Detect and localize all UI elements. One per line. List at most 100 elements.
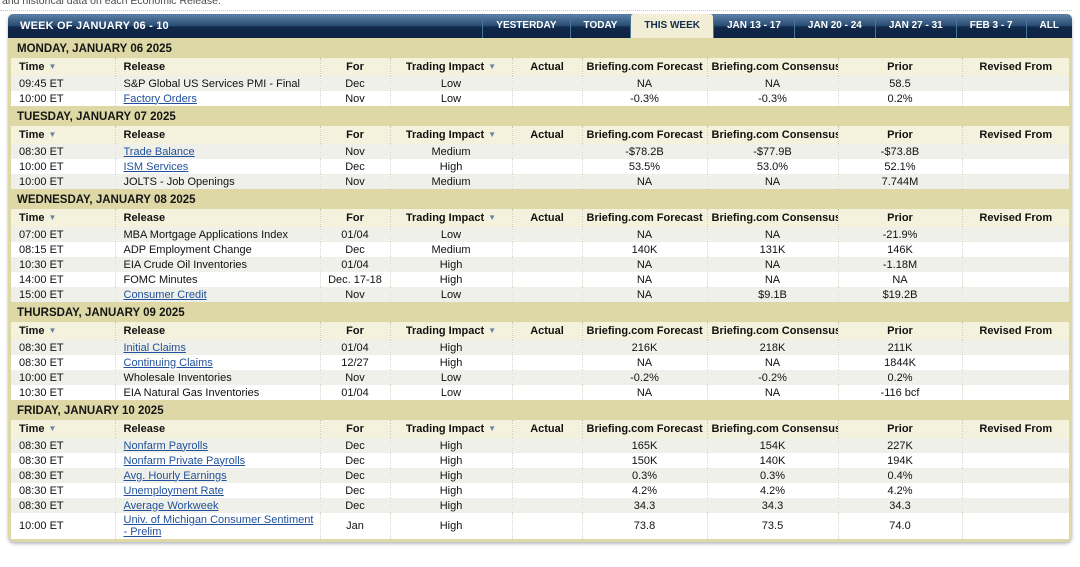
release-link[interactable]: Nonfarm Payrolls xyxy=(123,439,208,452)
cell-impact: Low xyxy=(389,287,512,302)
col-header-briefing-com-forecast: Briefing.com Forecast xyxy=(581,58,707,76)
cell-release: Factory Orders xyxy=(114,91,320,106)
sort-down-icon: ▼ xyxy=(488,130,497,139)
cell-actual xyxy=(511,76,582,91)
sort-down-icon: ▼ xyxy=(48,62,57,71)
release-link[interactable]: Nonfarm Private Payrolls xyxy=(123,454,246,467)
cell-release: Univ. of Michigan Consumer Sentiment - P… xyxy=(114,513,320,539)
col-header-trading-impact[interactable]: Trading Impact ▼ xyxy=(389,322,512,340)
cell-prior: 52.1% xyxy=(837,159,962,174)
release-link[interactable]: Trade Balance xyxy=(123,145,195,158)
col-header-trading-impact[interactable]: Trading Impact ▼ xyxy=(389,209,512,227)
col-header-trading-impact[interactable]: Trading Impact ▼ xyxy=(389,58,512,76)
release-row: 08:15 ET ADP Employment Change Dec Medium 14… xyxy=(11,242,1069,257)
release-link[interactable]: Unemployment Rate xyxy=(123,484,224,497)
cell-release: Avg. Hourly Earnings xyxy=(114,468,320,483)
releases-table: Time ▼ Release For Trading Impact ▼ Actual Brie… xyxy=(11,58,1069,106)
cell-impact: High xyxy=(389,272,512,287)
cell-impact: Medium xyxy=(389,242,512,257)
cell-prior: 211K xyxy=(837,340,962,355)
cell-consensus: 154K xyxy=(706,438,838,453)
release-link[interactable]: ISM Services xyxy=(123,160,189,173)
cell-for-period: 01/04 xyxy=(319,227,390,242)
cell-impact: High xyxy=(389,438,512,453)
cell-consensus: -$77.9B xyxy=(706,144,838,159)
cell-actual xyxy=(511,370,582,385)
cell-impact: Low xyxy=(389,385,512,400)
release-link[interactable]: Initial Claims xyxy=(123,341,186,354)
cropped-intro-text: and historical data on each Economic Rel… xyxy=(0,0,1080,6)
cell-release: Initial Claims xyxy=(114,340,320,355)
cell-forecast: NA xyxy=(581,355,707,370)
col-header-time[interactable]: Time ▼ xyxy=(11,322,115,340)
cell-for-period: Nov xyxy=(319,91,390,106)
cell-release: ADP Employment Change xyxy=(114,242,320,257)
cell-for-period: 01/04 xyxy=(319,385,390,400)
col-header-for: For xyxy=(319,58,390,76)
cell-prior: 0.2% xyxy=(837,91,962,106)
cell-consensus: 218K xyxy=(706,340,838,355)
col-header-briefing-com-consensus: Briefing.com Consensus xyxy=(706,420,838,438)
tab-all[interactable]: ALL xyxy=(1025,14,1072,38)
cell-release: EIA Crude Oil Inventories xyxy=(114,257,320,272)
tab-yesterday[interactable]: YESTERDAY xyxy=(482,14,569,38)
release-row: 10:30 ET EIA Crude Oil Inventories 01/04 Hi… xyxy=(11,257,1069,272)
cell-prior: 146K xyxy=(837,242,962,257)
cell-forecast: NA xyxy=(581,272,707,287)
cell-forecast: -0.2% xyxy=(581,370,707,385)
day-sections: MONDAY, JANUARY 06 2025 Time ▼ Release For T… xyxy=(8,38,1072,539)
col-header-time[interactable]: Time ▼ xyxy=(11,209,115,227)
tab-jan-27-31[interactable]: JAN 27 - 31 xyxy=(874,14,956,38)
cell-release: Continuing Claims xyxy=(114,355,320,370)
col-header-trading-impact[interactable]: Trading Impact ▼ xyxy=(389,420,512,438)
cell-consensus: 140K xyxy=(706,453,838,468)
cell-forecast: NA xyxy=(581,257,707,272)
cell-actual xyxy=(511,340,582,355)
cell-time: 10:30 ET xyxy=(19,386,64,399)
week-title: WEEK OF JANUARY 06 - 10 xyxy=(20,20,169,32)
cell-for-period: Dec xyxy=(319,76,390,91)
col-header-trading-impact[interactable]: Trading Impact ▼ xyxy=(389,126,512,144)
tab-jan-13-17[interactable]: JAN 13 - 17 xyxy=(712,14,794,38)
release-row: 08:30 ET Nonfarm Private Payrolls Dec High 1… xyxy=(11,453,1069,468)
col-header-release: Release xyxy=(114,322,320,340)
col-header-for: For xyxy=(319,209,390,227)
tab-today[interactable]: TODAY xyxy=(569,14,631,38)
col-header-time[interactable]: Time ▼ xyxy=(11,126,115,144)
cell-time: 08:30 ET xyxy=(19,499,64,512)
release-link[interactable]: Consumer Credit xyxy=(123,288,207,301)
release-link[interactable]: Univ. of Michigan Consumer Sentiment - P… xyxy=(123,514,314,538)
cell-time: 10:00 ET xyxy=(19,160,64,173)
cell-consensus: NA xyxy=(706,174,838,189)
column-header-row: Time ▼ Release For Trading Impact ▼ Actual Brie… xyxy=(11,58,1069,76)
release-row: 10:00 ET Wholesale Inventories Nov Low -0.2%… xyxy=(11,370,1069,385)
col-header-time[interactable]: Time ▼ xyxy=(11,58,115,76)
week-tabs: YESTERDAY TODAY THIS WEEK JAN 13 - 17 JAN 20… xyxy=(482,14,1072,38)
cell-time: 08:15 ET xyxy=(19,243,64,256)
release-row: 08:30 ET Average Workweek Dec High 34.3 34.3 3… xyxy=(11,498,1069,513)
tab-this-week[interactable]: THIS WEEK xyxy=(630,14,713,38)
cell-forecast: 150K xyxy=(581,453,707,468)
col-header-time[interactable]: Time ▼ xyxy=(11,420,115,438)
col-header-for: For xyxy=(319,420,390,438)
col-header-release: Release xyxy=(114,126,320,144)
cell-prior: 7.744M xyxy=(837,174,962,189)
cell-prior: 4.2% xyxy=(837,483,962,498)
day-section: FRIDAY, JANUARY 10 2025 Time ▼ Release For T… xyxy=(8,400,1072,539)
cell-revised-from xyxy=(961,257,1069,272)
release-link[interactable]: Avg. Hourly Earnings xyxy=(123,469,227,482)
tab-feb-3-7[interactable]: FEB 3 - 7 xyxy=(955,14,1026,38)
cell-for-period: Dec xyxy=(319,483,390,498)
cell-prior: -116 bcf xyxy=(837,385,962,400)
tab-jan-20-24[interactable]: JAN 20 - 24 xyxy=(793,14,875,38)
release-rows: 09:45 ET S&P Global US Services PMI - Fin… xyxy=(11,76,1069,106)
cell-actual xyxy=(511,453,582,468)
release-link[interactable]: Continuing Claims xyxy=(123,356,213,369)
release-link[interactable]: Factory Orders xyxy=(123,92,197,105)
cell-release: JOLTS - Job Openings xyxy=(114,174,320,189)
cell-actual xyxy=(511,355,582,370)
release-link[interactable]: Average Workweek xyxy=(123,499,219,512)
day-header: TUESDAY, JANUARY 07 2025 xyxy=(17,111,176,123)
cell-actual xyxy=(511,272,582,287)
cell-release: MBA Mortgage Applications Index xyxy=(114,227,320,242)
